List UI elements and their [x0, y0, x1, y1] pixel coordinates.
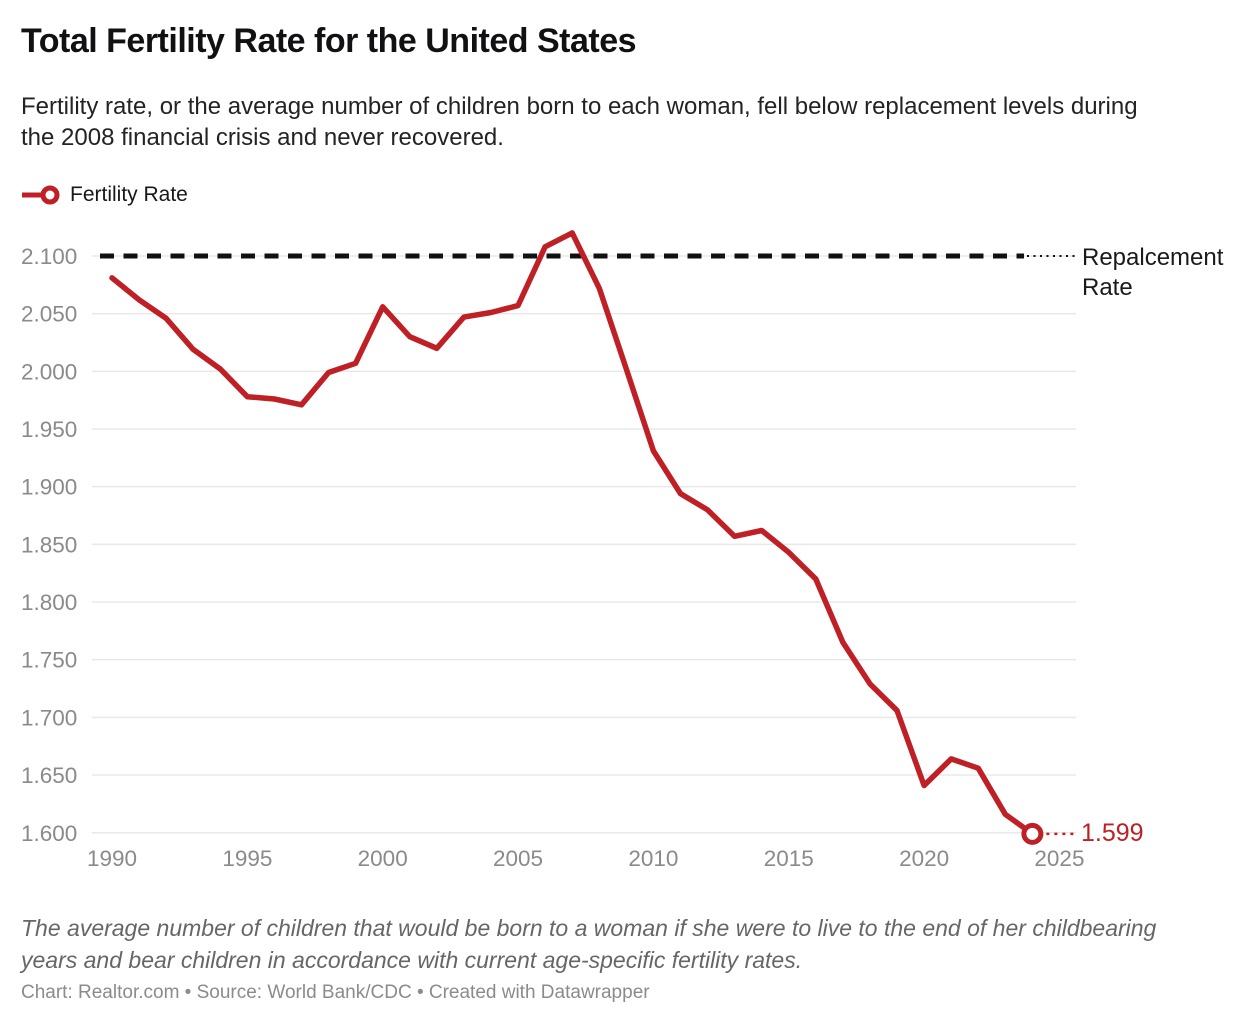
- x-axis-tick-label: 2020: [899, 846, 949, 871]
- legend-line-circle-icon: [22, 185, 60, 205]
- x-axis-tick-label: 1990: [87, 846, 137, 871]
- x-axis-tick-label: 2000: [358, 846, 408, 871]
- chart-subtitle: Fertility rate, or the average number of…: [21, 93, 1138, 151]
- footer-credit: Chart: Realtor.com • Source: World Bank/…: [21, 982, 650, 1003]
- replacement-rate-annotation-line2: Rate: [1082, 274, 1133, 301]
- fertility-rate-series-line[interactable]: [109, 230, 1036, 837]
- x-axis-tick-label: 1995: [222, 846, 272, 871]
- y-axis-tick-label: 1.800: [21, 590, 77, 615]
- replacement-rate-annotation: Repalcement Rate: [1082, 243, 1223, 303]
- chart-title: Total Fertility Rate for the United Stat…: [21, 22, 637, 60]
- y-axis-tick-label: 2.000: [21, 359, 77, 384]
- y-axis-tick-label: 1.650: [21, 763, 77, 788]
- legend-label: Fertility Rate: [70, 183, 188, 206]
- x-axis-tick-label: 2010: [628, 846, 678, 871]
- y-axis-tick-label: 1.750: [21, 648, 77, 673]
- y-axis-tick-label: 1.850: [21, 532, 77, 557]
- y-axis-tick-label: 1.950: [21, 417, 77, 442]
- x-axis-tick-label: 2005: [493, 846, 543, 871]
- end-value-label: 1.599: [1081, 819, 1144, 847]
- legend: Fertility Rate: [21, 183, 188, 207]
- footer-note: The average number of children that woul…: [21, 915, 1157, 973]
- replacement-rate-annotation-line1: Repalcement: [1082, 244, 1224, 271]
- y-axis-tick-label: 1.900: [21, 475, 77, 500]
- last-data-point-marker[interactable]: [1021, 822, 1044, 845]
- y-axis-tick-label: 1.600: [21, 821, 77, 846]
- x-axis-tick-label: 2015: [764, 846, 814, 871]
- x-axis-tick-label: 2025: [1034, 846, 1084, 871]
- y-axis-tick-label: 2.050: [21, 302, 77, 327]
- y-axis-tick-label: 2.100: [21, 244, 77, 269]
- y-axis-tick-label: 1.700: [21, 705, 77, 730]
